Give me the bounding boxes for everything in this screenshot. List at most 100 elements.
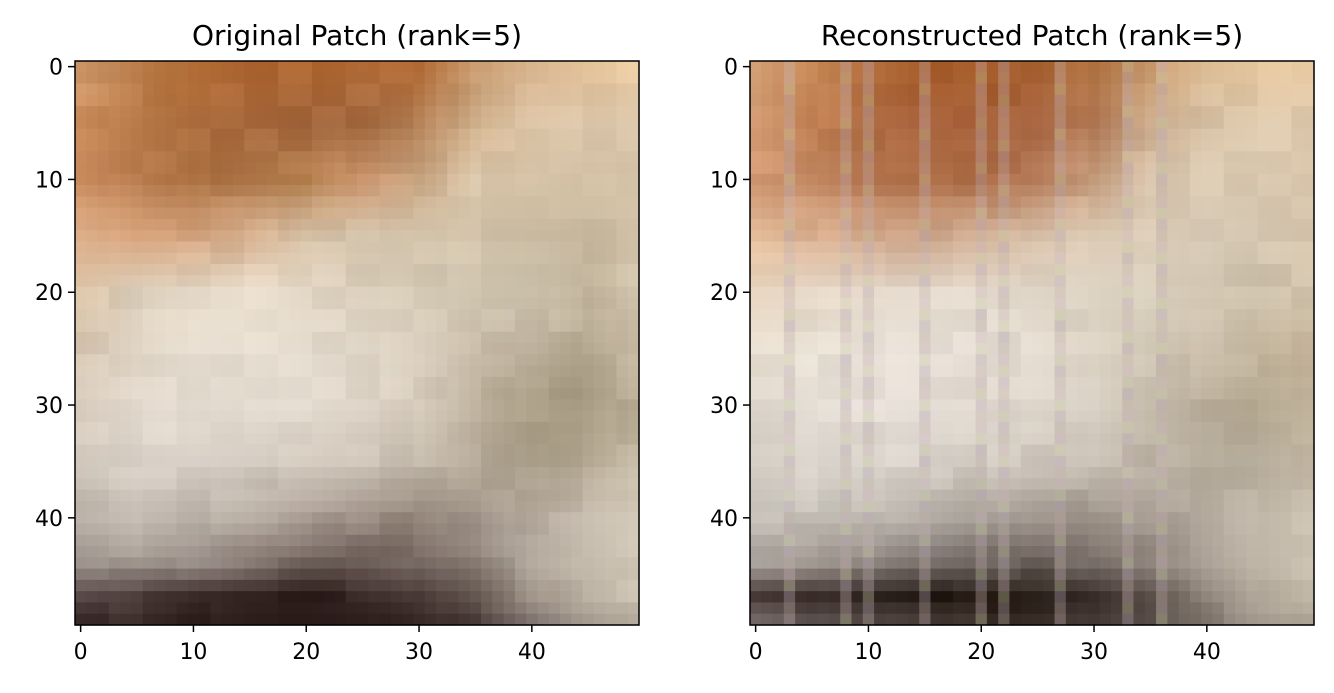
pixel-cell bbox=[761, 297, 774, 310]
pixel-cell bbox=[221, 320, 234, 333]
pixel-cell bbox=[1020, 602, 1033, 615]
pixel-cell bbox=[255, 297, 268, 310]
pixel-cell bbox=[210, 365, 223, 378]
pixel-cell bbox=[176, 388, 189, 400]
pixel-cell bbox=[323, 309, 336, 322]
pixel-cell bbox=[120, 568, 132, 581]
pixel-cell bbox=[75, 534, 87, 547]
pixel-cell bbox=[772, 128, 785, 141]
pixel-cell bbox=[560, 230, 572, 243]
pixel-cell bbox=[953, 568, 965, 581]
pixel-cell bbox=[1189, 331, 1202, 344]
pixel-cell bbox=[851, 275, 864, 288]
pixel-cell bbox=[571, 173, 584, 186]
pixel-cell bbox=[896, 343, 909, 355]
pixel-cell bbox=[244, 421, 257, 434]
pixel-cell bbox=[885, 230, 898, 243]
pixel-cell bbox=[783, 94, 796, 107]
pixel-cell bbox=[1302, 399, 1315, 412]
pixel-cell bbox=[187, 61, 200, 73]
pixel-cell bbox=[345, 478, 358, 491]
pixel-cell bbox=[300, 173, 313, 186]
pixel-cell bbox=[761, 275, 774, 288]
pixel-cell bbox=[1009, 388, 1022, 400]
pixel-cell bbox=[783, 568, 796, 581]
pixel-cell bbox=[896, 241, 909, 254]
pixel-cell bbox=[907, 602, 920, 615]
pixel-cell bbox=[1257, 478, 1270, 491]
pixel-cell bbox=[885, 252, 898, 265]
pixel-cell bbox=[289, 546, 302, 558]
pixel-cell bbox=[1122, 523, 1135, 536]
pixel-cell bbox=[481, 241, 493, 254]
pixel-cell bbox=[1144, 546, 1157, 558]
pixel-cell bbox=[413, 376, 426, 389]
pixel-cell bbox=[1167, 185, 1180, 197]
pixel-cell bbox=[447, 264, 460, 276]
pixel-cell bbox=[1178, 241, 1191, 254]
pixel-cell bbox=[97, 591, 110, 604]
pixel-cell bbox=[210, 512, 223, 525]
pixel-cell bbox=[537, 410, 550, 423]
pixel-cell bbox=[97, 139, 110, 152]
pixel-cell bbox=[1280, 433, 1293, 446]
pixel-cell bbox=[605, 286, 618, 299]
pixel-cell bbox=[964, 297, 977, 310]
pixel-cell bbox=[571, 72, 584, 85]
pixel-cell bbox=[605, 455, 618, 468]
pixel-cell bbox=[627, 61, 640, 73]
pixel-cell bbox=[616, 196, 629, 209]
pixel-cell bbox=[402, 139, 414, 152]
pixel-cell bbox=[221, 489, 234, 502]
pixel-cell bbox=[1257, 94, 1270, 107]
pixel-cell bbox=[447, 94, 460, 107]
pixel-cell bbox=[402, 185, 414, 197]
pixel-cell bbox=[783, 388, 796, 400]
pixel-cell bbox=[142, 602, 155, 615]
pixel-cell bbox=[571, 264, 584, 276]
pixel-cell bbox=[1167, 410, 1180, 423]
pixel-cell bbox=[97, 579, 110, 592]
pixel-cell bbox=[435, 444, 448, 457]
pixel-cell bbox=[874, 410, 886, 423]
pixel-cell bbox=[828, 546, 841, 558]
pixel-cell bbox=[750, 613, 762, 626]
pixel-cell bbox=[1133, 388, 1146, 400]
pixel-cell bbox=[627, 117, 640, 130]
pixel-cell bbox=[390, 275, 403, 288]
pixel-cell bbox=[97, 185, 110, 197]
pixel-cell bbox=[142, 264, 155, 276]
pixel-cell bbox=[255, 467, 268, 479]
pixel-cell bbox=[1144, 343, 1157, 355]
pixel-cell bbox=[1201, 399, 1214, 412]
pixel-cell bbox=[1212, 365, 1225, 378]
pixel-cell bbox=[806, 128, 819, 141]
pixel-cell bbox=[345, 433, 358, 446]
pixel-cell bbox=[1065, 286, 1078, 299]
pixel-cell bbox=[424, 591, 437, 604]
pixel-cell bbox=[1043, 61, 1056, 73]
pixel-cell bbox=[108, 613, 121, 626]
pixel-cell bbox=[311, 241, 324, 254]
pixel-cell bbox=[1189, 512, 1202, 525]
pixel-cell bbox=[379, 218, 392, 231]
pixel-cell bbox=[492, 388, 505, 400]
pixel-cell bbox=[953, 410, 965, 423]
pixel-cell bbox=[1032, 444, 1044, 457]
pixel-cell bbox=[1167, 297, 1180, 310]
pixel-cell bbox=[1009, 264, 1022, 276]
pixel-cell bbox=[165, 185, 178, 197]
pixel-cell bbox=[75, 297, 87, 310]
pixel-cell bbox=[435, 309, 448, 322]
pixel-cell bbox=[447, 354, 460, 367]
pixel-cell bbox=[1077, 343, 1089, 355]
pixel-cell bbox=[311, 139, 324, 152]
pixel-cell bbox=[828, 162, 841, 175]
pixel-cell bbox=[761, 534, 774, 547]
pixel-cell bbox=[514, 613, 527, 626]
pixel-cell bbox=[605, 241, 618, 254]
pixel-cell bbox=[1291, 433, 1304, 446]
pixel-cell bbox=[919, 478, 932, 491]
pixel-cell bbox=[1054, 376, 1067, 389]
pixel-cell bbox=[1268, 478, 1281, 491]
